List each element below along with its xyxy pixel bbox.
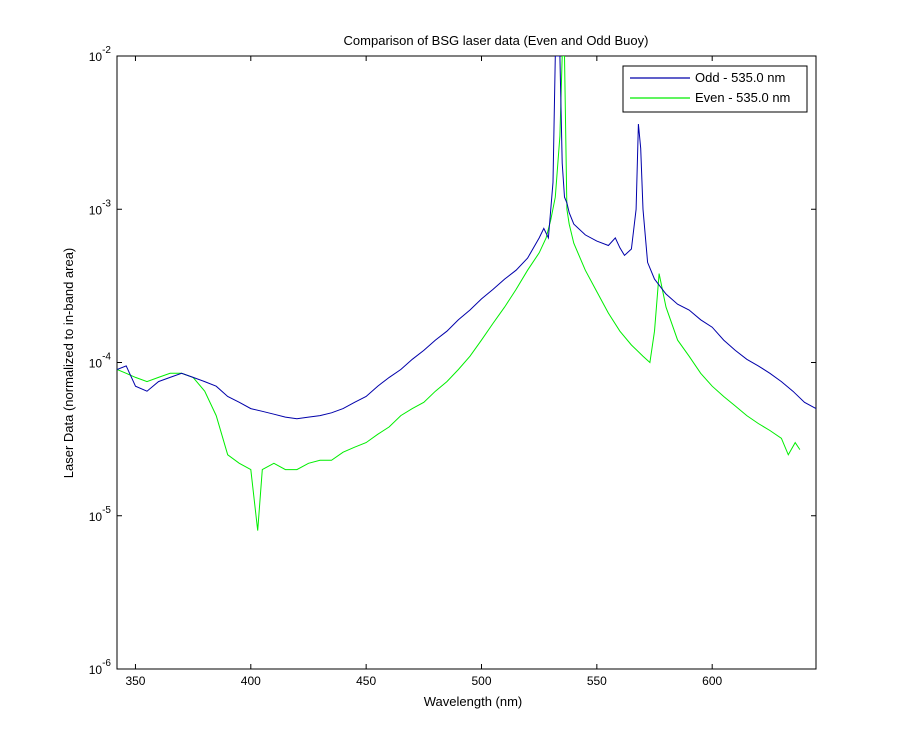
y-tick-label: 10-2	[89, 45, 112, 64]
series-line-even	[117, 56, 801, 531]
series-layer	[117, 56, 816, 531]
x-tick-label: 450	[356, 674, 376, 688]
plot-frame	[116, 55, 817, 670]
chart-title: Comparison of BSG laser data (Even and O…	[344, 33, 649, 48]
x-axis-title: Wavelength (nm)	[424, 694, 523, 709]
tick-layer: 350 400 450 500 550 600 10-6 10-5 10-4 10-3 10-2	[89, 45, 816, 688]
legend-label-odd: Odd - 535.0 nm	[695, 70, 785, 85]
plot-area: 350 400 450 500 550 600 10-6 10-5 10-4 10-3 10-2	[89, 45, 817, 688]
y-axis-title: Laser Data (normalized to in-band area)	[61, 248, 76, 479]
y-tick-label: 10-4	[89, 352, 112, 371]
legend-box	[622, 65, 808, 113]
legend-label-even: Even - 535.0 nm	[695, 90, 790, 105]
y-tick-label: 10-3	[89, 198, 112, 217]
y-tick-label: 10-5	[89, 505, 112, 524]
x-tick-label: 350	[125, 674, 145, 688]
x-tick-label: 600	[702, 674, 722, 688]
chart-legend: Odd - 535.0 nm Even - 535.0 nm	[622, 65, 808, 113]
y-tick-label: 10-6	[89, 658, 112, 677]
x-tick-label: 550	[587, 674, 607, 688]
x-tick-label: 500	[471, 674, 491, 688]
x-tick-label: 400	[241, 674, 261, 688]
series-line-odd	[117, 56, 816, 420]
